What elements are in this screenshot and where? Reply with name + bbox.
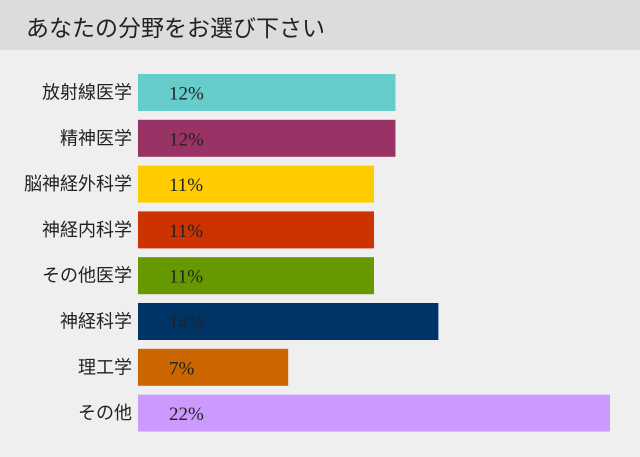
page-title: あなたの分野をお選び下さい	[26, 16, 325, 42]
bar-8	[138, 394, 610, 432]
bar-chart: 放射線医学 12% 精神医学 12% 脳神経外科学 11% 神経内科学 11% その他医学 11%…	[24, 74, 610, 432]
value-label: 22%	[169, 404, 204, 425]
bar-4	[138, 211, 374, 249]
bar-2	[138, 119, 396, 157]
value-label: 12%	[169, 84, 204, 105]
value-label: 11%	[169, 221, 203, 242]
category-label: その他医学	[42, 266, 132, 287]
value-label: 11%	[169, 267, 203, 288]
value-label: 11%	[169, 175, 203, 196]
bar-3	[138, 165, 374, 203]
bar-6	[138, 303, 439, 340]
category-label: 神経科学	[60, 312, 132, 333]
value-label: 12%	[169, 129, 204, 150]
category-label: 放射線医学	[42, 83, 132, 104]
category-label: 脳神経外科学	[24, 174, 132, 195]
value-label: 14%	[169, 313, 204, 334]
page-header: あなたの分野をお選び下さい	[0, 0, 640, 50]
value-label: 7%	[169, 358, 195, 379]
bar-1	[138, 74, 396, 111]
category-label: その他	[78, 403, 132, 424]
bar-7	[138, 348, 289, 386]
category-label: 神経内科学	[42, 220, 132, 241]
category-label: 精神医学	[60, 128, 132, 149]
bar-5	[138, 257, 374, 295]
category-label: 理工学	[78, 357, 132, 378]
